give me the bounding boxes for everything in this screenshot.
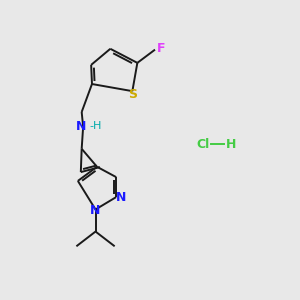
- Text: N: N: [90, 204, 100, 217]
- Text: F: F: [157, 42, 165, 55]
- Text: N: N: [116, 190, 127, 204]
- Text: H: H: [226, 138, 236, 151]
- Text: Cl: Cl: [196, 138, 210, 151]
- Text: N: N: [76, 120, 86, 133]
- Text: -H: -H: [89, 121, 102, 131]
- Text: S: S: [128, 88, 137, 101]
